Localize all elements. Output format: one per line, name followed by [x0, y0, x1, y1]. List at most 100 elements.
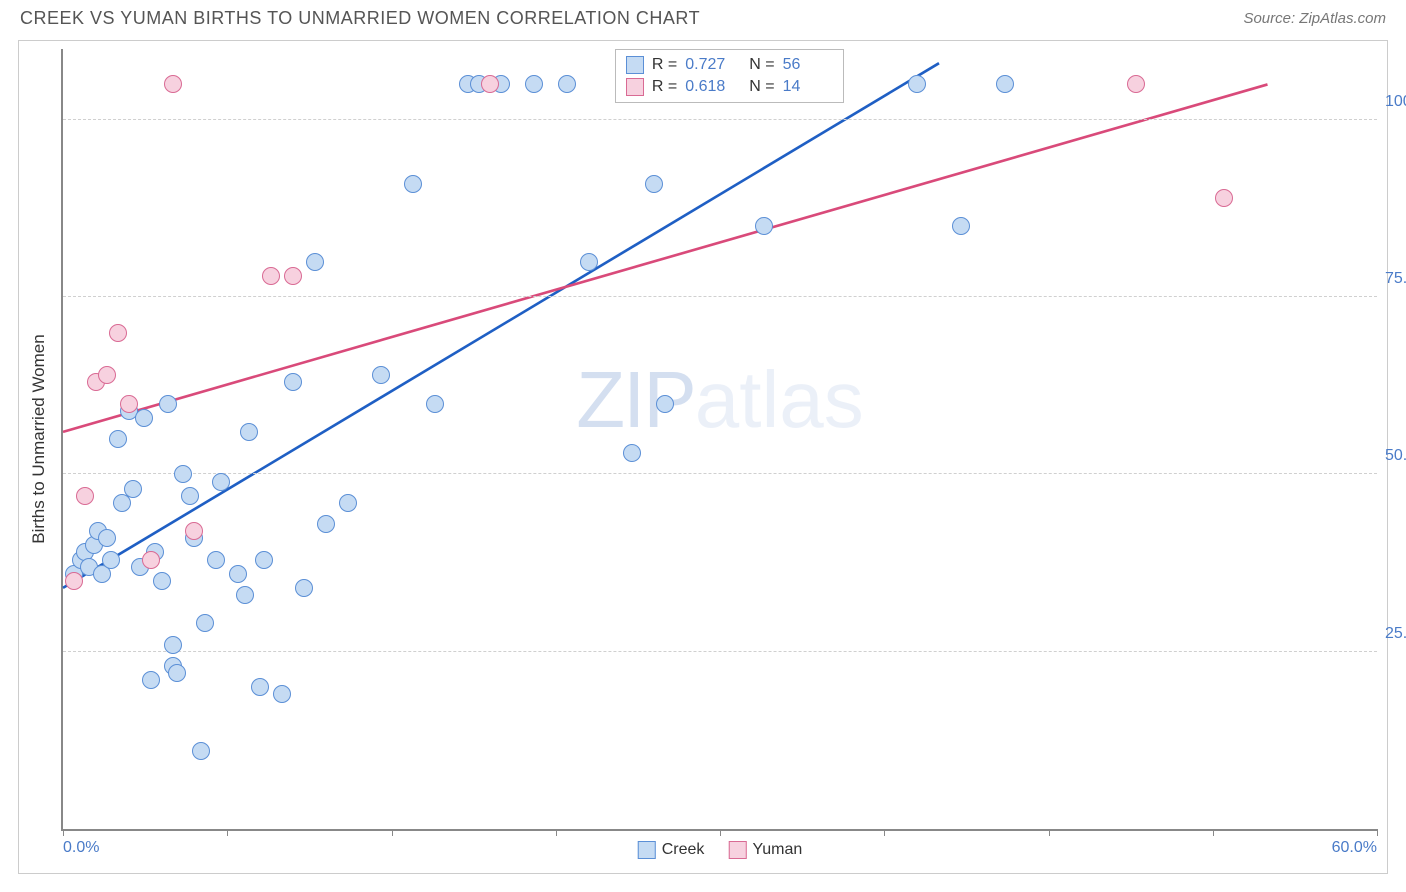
chart-container: Births to Unmarried Women ZIPatlas R = 0.… — [18, 40, 1388, 874]
data-point — [159, 395, 177, 413]
legend-swatch — [638, 841, 656, 859]
data-point — [181, 487, 199, 505]
data-point — [1215, 189, 1233, 207]
ytick-label: 25.0% — [1385, 625, 1406, 643]
data-point — [65, 572, 83, 590]
legend-swatch — [626, 78, 644, 96]
xtick-mark — [392, 829, 393, 836]
plot-area: Births to Unmarried Women ZIPatlas R =0.… — [61, 49, 1377, 831]
data-point — [229, 565, 247, 583]
data-point — [525, 75, 543, 93]
legend-r-value: 0.727 — [685, 56, 735, 74]
data-point — [76, 487, 94, 505]
data-point — [755, 217, 773, 235]
xtick-mark — [1377, 829, 1378, 836]
data-point — [212, 473, 230, 491]
xtick-mark — [720, 829, 721, 836]
data-point — [255, 551, 273, 569]
legend-n-label: N = — [749, 78, 774, 96]
xtick-label: 0.0% — [63, 839, 99, 857]
legend-r-label: R = — [652, 78, 677, 96]
data-point — [153, 572, 171, 590]
chart-title: CREEK VS YUMAN BIRTHS TO UNMARRIED WOMEN… — [20, 8, 700, 29]
data-point — [908, 75, 926, 93]
data-point — [192, 742, 210, 760]
data-point — [558, 75, 576, 93]
ytick-label: 50.0% — [1385, 447, 1406, 465]
data-point — [142, 671, 160, 689]
gridline-h — [63, 473, 1377, 474]
data-point — [124, 480, 142, 498]
data-point — [1127, 75, 1145, 93]
data-point — [251, 678, 269, 696]
legend-row: R = 0.727 N = 56 — [626, 54, 833, 76]
source-label: Source: ZipAtlas.com — [1243, 10, 1386, 27]
data-point — [306, 253, 324, 271]
data-point — [98, 366, 116, 384]
legend-label: Yuman — [752, 841, 802, 859]
legend-n-value: 56 — [783, 56, 833, 74]
legend-swatch — [728, 841, 746, 859]
legend-n-value: 14 — [783, 78, 833, 96]
data-point — [656, 395, 674, 413]
data-point — [284, 267, 302, 285]
data-point — [120, 395, 138, 413]
xtick-label: 60.0% — [1332, 839, 1377, 857]
watermark: ZIPatlas — [576, 354, 863, 446]
legend-r-label: R = — [652, 56, 677, 74]
data-point — [109, 324, 127, 342]
gridline-h — [63, 651, 1377, 652]
data-point — [273, 685, 291, 703]
xtick-mark — [1213, 829, 1214, 836]
ytick-label: 75.0% — [1385, 270, 1406, 288]
data-point — [372, 366, 390, 384]
legend-item: Creek — [638, 841, 705, 859]
legend-item: Yuman — [728, 841, 802, 859]
data-point — [623, 444, 641, 462]
data-point — [240, 423, 258, 441]
legend-row: R = 0.618 N = 14 — [626, 76, 833, 98]
data-point — [109, 430, 127, 448]
data-point — [284, 373, 302, 391]
data-point — [426, 395, 444, 413]
gridline-h — [63, 296, 1377, 297]
y-axis-label: Births to Unmarried Women — [29, 334, 49, 543]
data-point — [98, 529, 116, 547]
xtick-mark — [556, 829, 557, 836]
data-point — [404, 175, 422, 193]
legend-label: Creek — [662, 841, 705, 859]
data-point — [262, 267, 280, 285]
data-point — [168, 664, 186, 682]
data-point — [580, 253, 598, 271]
data-point — [481, 75, 499, 93]
legend-r-value: 0.618 — [685, 78, 735, 96]
data-point — [339, 494, 357, 512]
gridline-h — [63, 119, 1377, 120]
stats-legend: R = 0.727 N = 56 R = 0.618 N = 14 — [615, 49, 844, 103]
data-point — [164, 636, 182, 654]
series-legend: Creek Yuman — [638, 841, 803, 859]
data-point — [135, 409, 153, 427]
ytick-label: 100.0% — [1385, 93, 1406, 111]
data-point — [645, 175, 663, 193]
data-point — [185, 522, 203, 540]
data-point — [236, 586, 254, 604]
data-point — [196, 614, 214, 632]
trend-line — [63, 84, 1268, 431]
xtick-mark — [884, 829, 885, 836]
legend-swatch — [626, 56, 644, 74]
data-point — [317, 515, 335, 533]
data-point — [142, 551, 160, 569]
trend-line — [63, 63, 939, 588]
data-point — [207, 551, 225, 569]
xtick-mark — [227, 829, 228, 836]
data-point — [952, 217, 970, 235]
trend-lines — [63, 49, 1377, 829]
legend-n-label: N = — [749, 56, 774, 74]
data-point — [295, 579, 313, 597]
xtick-mark — [63, 829, 64, 836]
data-point — [102, 551, 120, 569]
data-point — [174, 465, 192, 483]
data-point — [996, 75, 1014, 93]
data-point — [164, 75, 182, 93]
